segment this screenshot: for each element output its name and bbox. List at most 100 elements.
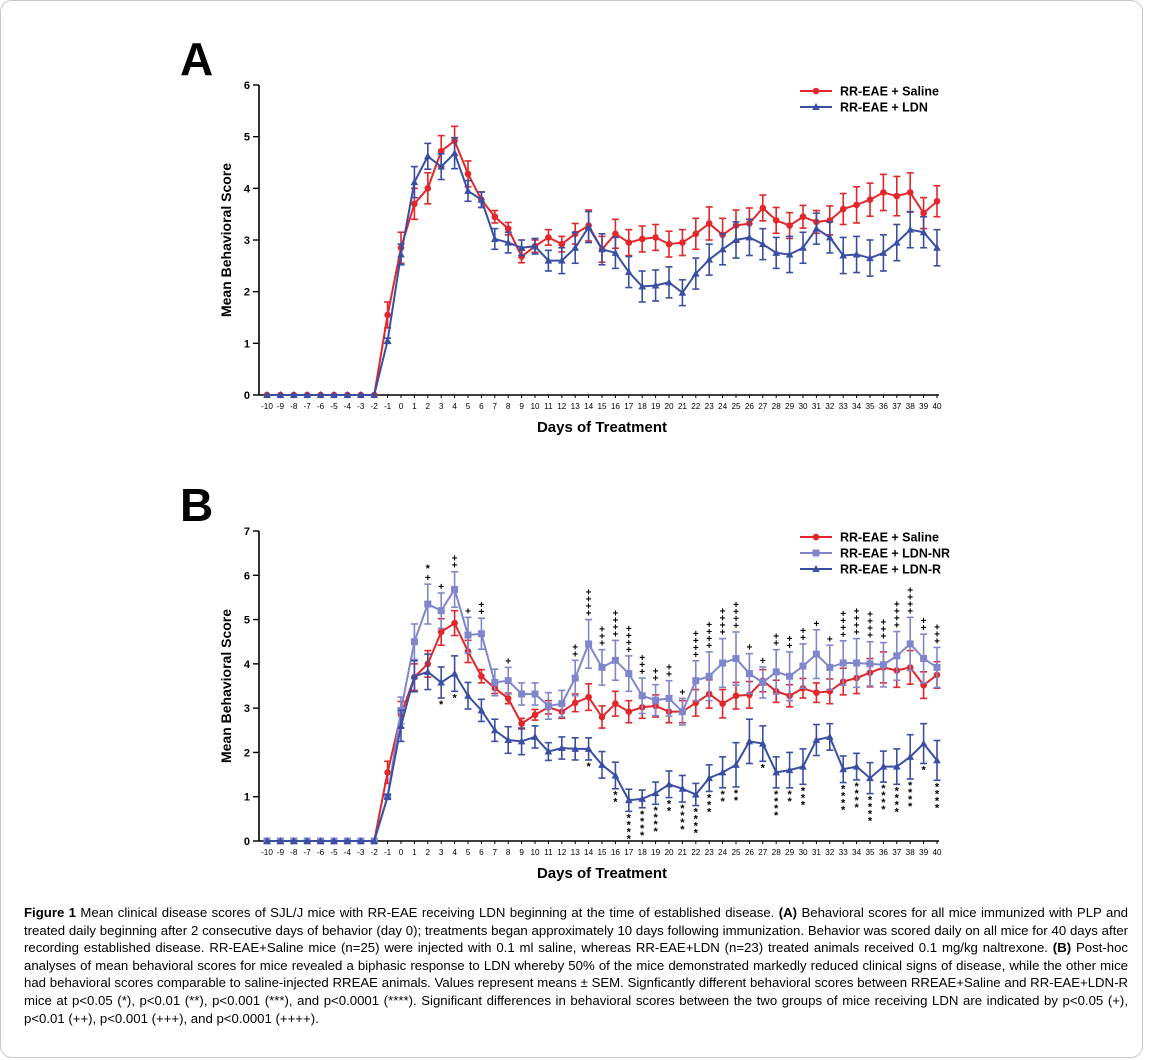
data-point-circle	[504, 225, 512, 232]
data-point-triangle	[330, 391, 338, 398]
plus-mark: +	[612, 615, 618, 626]
data-point-circle	[652, 234, 659, 241]
star-mark: *	[627, 826, 632, 838]
star-mark: *	[881, 797, 886, 809]
panel-label-b: B	[180, 479, 214, 531]
star-mark: *	[653, 812, 658, 824]
y-axis-label: Mean Behavioral Score	[218, 609, 234, 763]
data-point-triangle	[839, 251, 847, 259]
data-point-square	[732, 655, 740, 663]
data-point-triangle	[745, 737, 754, 745]
data-point-circle	[478, 672, 485, 680]
star-mark: *	[694, 814, 699, 826]
star-mark: *	[680, 810, 685, 822]
plus-mark: +	[586, 609, 592, 620]
plus-annotation: ++++	[894, 600, 900, 632]
star-mark: *	[640, 823, 645, 835]
data-point-triangle	[812, 224, 821, 232]
data-point-circle	[812, 533, 820, 541]
data-point-square	[571, 674, 579, 682]
data-point-square	[906, 640, 914, 648]
data-point-triangle	[437, 162, 445, 170]
x-tick-label: 21	[678, 848, 688, 857]
star-mark: *	[680, 824, 685, 836]
y-tick-label: 2	[244, 747, 250, 759]
chart-panel-a: 0 1 2 3 4 5 6 -10 -9 -8 -7 -6 -5 -4 -3 -2 -1 0 1 2 3 4 5 6 7 8 9 10…	[150, 24, 970, 444]
x-tick-label: 17	[624, 848, 634, 857]
data-point-triangle	[879, 762, 888, 770]
series-ldn	[263, 136, 941, 398]
plus-mark: +	[894, 614, 900, 625]
star-mark: *	[640, 809, 645, 821]
plus-mark: +	[626, 638, 632, 649]
data-point-triangle	[919, 739, 928, 747]
plus-mark: +	[438, 582, 444, 593]
y-tick-label: 3	[244, 703, 250, 715]
y-tick-label: 1	[244, 792, 250, 804]
data-point-square	[866, 660, 874, 668]
data-point-triangle	[826, 732, 834, 740]
plus-mark: +	[867, 624, 873, 635]
data-point-triangle	[383, 792, 392, 800]
x-tick-label: 22	[691, 402, 701, 411]
data-point-triangle	[571, 744, 579, 752]
data-point-triangle	[303, 837, 311, 844]
plus-mark: +	[813, 619, 819, 630]
data-point-square	[879, 661, 887, 669]
data-point-triangle	[558, 256, 566, 264]
x-tick-label: 39	[919, 402, 929, 411]
legend-label: RR-EAE + Saline	[840, 531, 939, 545]
star-mark: *	[653, 819, 658, 831]
star-mark: *	[881, 790, 886, 802]
data-point-triangle	[357, 837, 365, 844]
star-annotation: * * * *	[694, 807, 699, 840]
data-point-circle	[880, 189, 887, 196]
x-tick-label: 19	[651, 402, 661, 411]
star-annotation: * * * *	[854, 781, 859, 814]
x-tick-label: 39	[919, 848, 929, 857]
data-point-square	[772, 668, 780, 676]
star-mark: *	[426, 563, 431, 575]
plus-mark: +	[934, 636, 940, 647]
plus-mark: +	[599, 625, 605, 636]
plus-annotation: ++	[653, 667, 659, 685]
x-tick-label: 37	[892, 402, 902, 411]
plus-mark: +	[706, 620, 712, 631]
x-tick-label: -6	[317, 402, 325, 411]
data-point-triangle	[491, 726, 499, 734]
star-mark: *	[935, 802, 940, 814]
x-tick-label: 14	[584, 848, 594, 857]
plus-mark: +	[840, 623, 846, 634]
data-point-circle	[799, 213, 807, 221]
plus-mark: +	[720, 607, 726, 618]
x-tick-label: 16	[611, 848, 621, 857]
data-point-square	[652, 696, 660, 704]
x-tick-label: 40	[932, 848, 942, 857]
data-point-square	[410, 638, 418, 646]
star-mark: *	[841, 798, 846, 810]
data-point-triangle	[290, 837, 298, 844]
plus-annotation: +	[827, 634, 833, 645]
plus-mark: +	[653, 674, 659, 685]
x-tick-label: 3	[439, 402, 444, 411]
x-tick-label: 32	[825, 402, 835, 411]
star-mark: *	[854, 795, 859, 807]
data-point-circle	[665, 240, 673, 248]
x-tick-label: -7	[304, 848, 312, 857]
data-point-circle	[491, 213, 499, 221]
data-point-triangle	[330, 837, 338, 844]
star-mark: *	[854, 788, 859, 800]
data-point-triangle	[879, 248, 888, 256]
star-mark: *	[734, 788, 739, 800]
data-point-square	[933, 663, 941, 671]
plus-annotation: ++++	[867, 610, 873, 642]
data-point-triangle	[531, 242, 539, 250]
data-point-triangle	[263, 391, 271, 398]
data-point-circle	[933, 197, 941, 205]
data-point-circle	[812, 87, 820, 95]
plus-mark: +	[465, 606, 471, 617]
plus-mark: +	[693, 636, 699, 647]
data-point-triangle	[718, 768, 727, 776]
data-point-circle	[893, 192, 901, 200]
x-tick-label: 21	[678, 402, 688, 411]
